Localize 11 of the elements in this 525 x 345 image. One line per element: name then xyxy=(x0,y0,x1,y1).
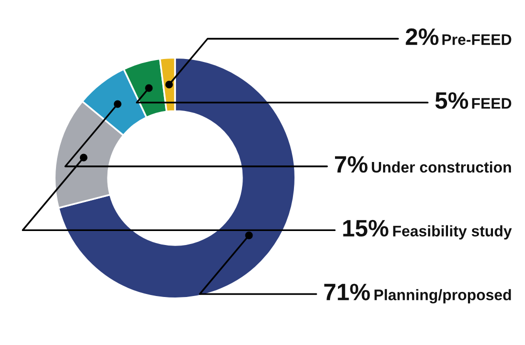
slice-label: FEED xyxy=(472,98,512,109)
data-label: 2% xyxy=(406,28,439,46)
data-label: 71% xyxy=(324,284,370,300)
donut-slice xyxy=(58,56,296,300)
data-label: 15% xyxy=(343,220,388,237)
slice-label: Planning/proposed xyxy=(374,289,511,304)
data-label: 7% xyxy=(335,156,368,173)
slice-label: Under construction xyxy=(372,161,511,173)
slice-label: Feasibility study xyxy=(393,225,512,240)
data-label: 5% xyxy=(435,92,468,109)
slice-label: Pre-FEED xyxy=(442,34,512,45)
